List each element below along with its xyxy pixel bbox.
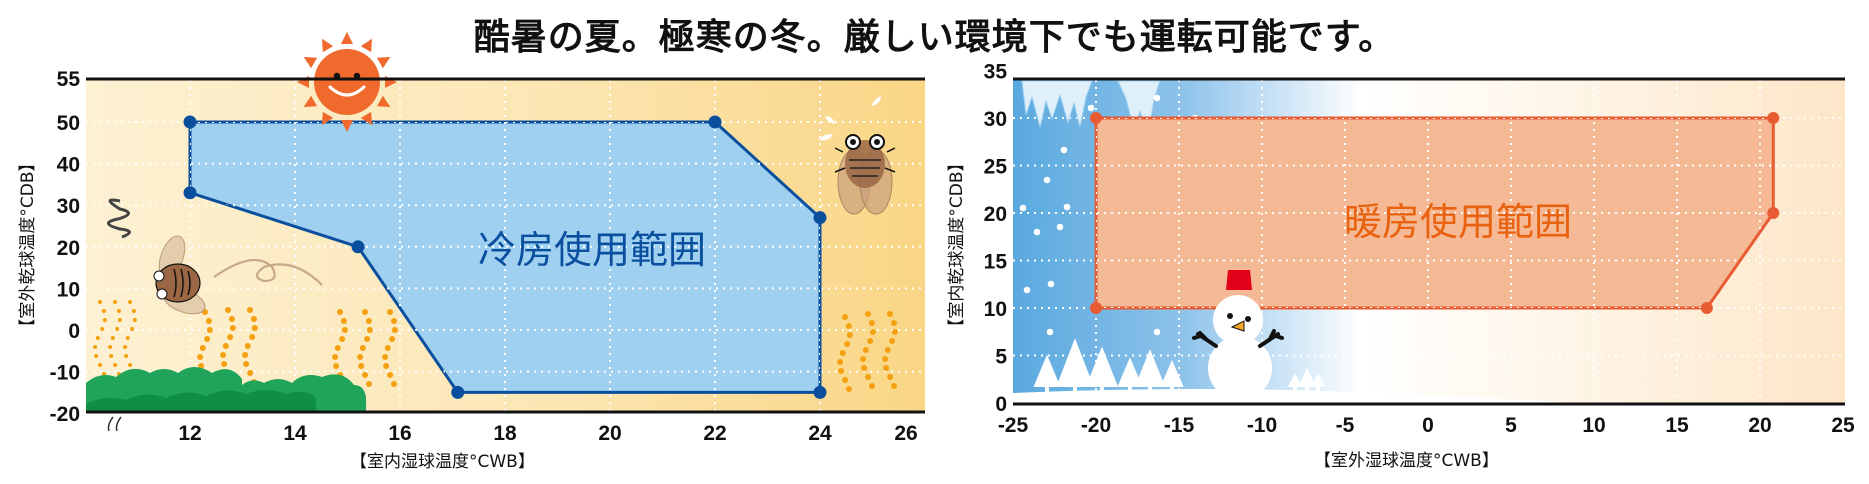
x-tick-label: -10 [1247, 414, 1277, 437]
x-tick-label: 0 [1422, 414, 1434, 437]
x-tick-label: 18 [493, 422, 517, 445]
heating-y-axis-label: 【室内乾球温度°CDB】 [947, 154, 967, 335]
vertex-point [1090, 302, 1102, 314]
x-tick-label: -25 [998, 414, 1029, 437]
cicada-icon [819, 96, 896, 215]
vertex-point [351, 240, 365, 254]
heat-shimmer-decoration [93, 300, 898, 392]
vertex-point [708, 115, 722, 129]
cooling-range-area [188, 120, 822, 394]
y-tick-label: 5 [995, 346, 1007, 369]
x-tick-label: -15 [1164, 414, 1195, 437]
cooling-y-axis-label: 【室外乾球温度°CDB】 [18, 154, 38, 335]
vertex-point [451, 385, 465, 399]
cooling-region-label: 冷房使用範囲 [478, 228, 706, 272]
y-tick-label: 10 [57, 278, 80, 301]
x-tick-label: 12 [178, 422, 201, 445]
y-tick-label: 55 [57, 68, 81, 91]
y-tick-label: -10 [50, 362, 80, 385]
vertex-point [1767, 112, 1780, 124]
x-tick-label: 20 [598, 422, 621, 445]
y-tick-label: 25 [984, 156, 1008, 179]
y-tick-label: 50 [57, 112, 80, 135]
vertex-point [1700, 302, 1713, 314]
x-tick-label: 5 [1505, 414, 1517, 437]
cooling-chart: 冷房使用範囲 [18, 32, 925, 472]
cooling-x-tick-labels: 12 14 16 18 20 22 24 26 [178, 422, 917, 445]
x-tick-label: 14 [283, 422, 307, 445]
y-tick-label: 40 [57, 154, 80, 177]
x-tick-label: 16 [388, 422, 411, 445]
cooling-x-axis-label: 【室内湿球温度°CWB】 [350, 452, 535, 472]
x-tick-label: -5 [1336, 414, 1355, 437]
x-tick-label: 15 [1665, 414, 1689, 437]
x-tick-label: 25 [1831, 414, 1855, 437]
heating-chart: 暖房使用範囲 -25 -20 -15 -10 -5 0 5 10 15 20 25 35 30 25 20… [947, 61, 1855, 472]
x-tick-label: 24 [808, 422, 832, 445]
vertex-point [1090, 112, 1102, 124]
y-tick-label: 35 [984, 61, 1008, 84]
heating-region-label: 暖房使用範囲 [1344, 200, 1572, 244]
x-tick-label: -20 [1081, 414, 1111, 437]
cooling-y-tick-labels: 55 50 40 30 20 10 0 -10 -20 [50, 68, 81, 426]
x-tick-label: 26 [894, 422, 917, 445]
y-tick-label: 30 [984, 108, 1007, 131]
x-tick-label: 20 [1748, 414, 1771, 437]
snow-ground-decoration [1013, 389, 1593, 403]
y-tick-label: 20 [57, 237, 80, 260]
y-tick-label: 10 [984, 298, 1007, 321]
cooling-range-vertices [183, 115, 827, 399]
vertex-point [183, 115, 197, 129]
heating-x-axis-label: 【室外湿球温度°CWB】 [1314, 451, 1499, 471]
heating-range-vertices [1090, 112, 1780, 314]
steam-squiggle-decoration [107, 416, 122, 432]
vertex-point [183, 186, 197, 200]
y-tick-label: 0 [68, 320, 80, 343]
snowy-trees-decoration [1033, 338, 1326, 394]
sun-icon [297, 32, 397, 132]
y-tick-label: -20 [50, 403, 80, 426]
x-tick-label: 10 [1582, 414, 1605, 437]
heating-x-tick-labels: -25 -20 -15 -10 -5 0 5 10 15 20 25 [998, 414, 1855, 437]
fly-icon [107, 198, 323, 315]
vertex-point [813, 211, 827, 225]
y-tick-label: 30 [57, 195, 80, 218]
y-tick-label: 20 [984, 203, 1007, 226]
y-tick-label: 15 [984, 251, 1008, 274]
heating-y-tick-labels: 35 30 25 20 15 10 5 0 [984, 61, 1008, 417]
snowman-icon [1192, 270, 1284, 400]
vertex-point [813, 385, 827, 399]
vertex-point [1767, 207, 1780, 219]
bush-decoration [86, 367, 366, 413]
x-tick-label: 22 [703, 422, 726, 445]
y-tick-label: 0 [995, 393, 1007, 416]
page-title: 酷暑の夏。極寒の冬。厳しい環境下でも運転可能です。 [473, 17, 1396, 58]
